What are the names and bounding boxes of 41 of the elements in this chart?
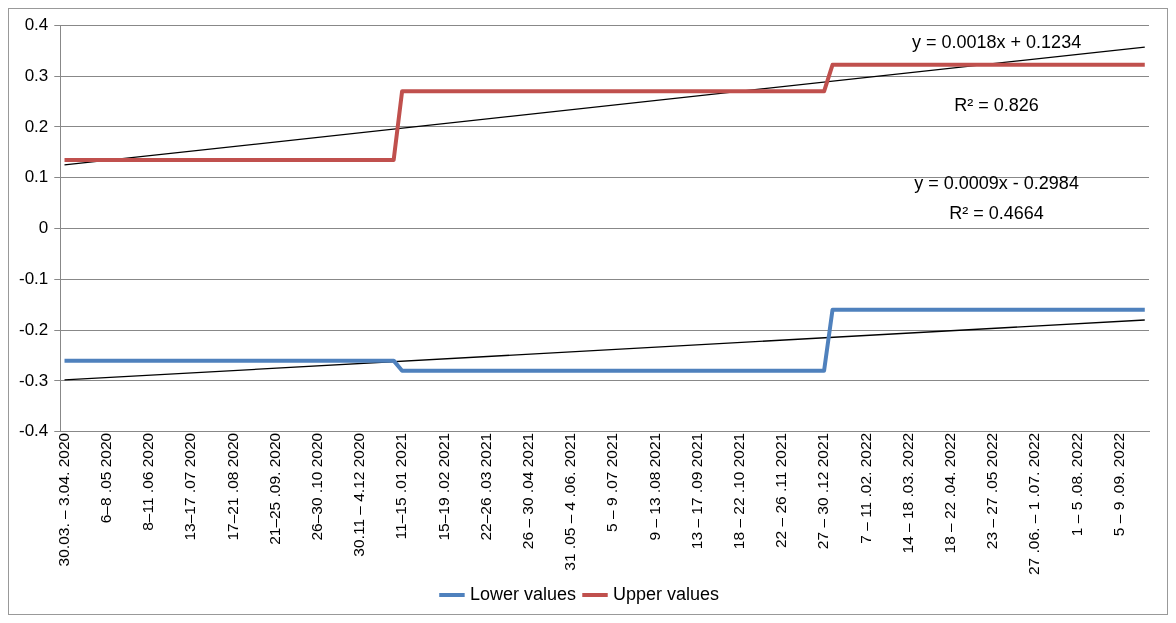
x-tick-label: 7 – 11 .02. 2022 <box>856 432 874 544</box>
y-tick-label: -0.3 <box>19 370 49 390</box>
x-tick-label: 31 .05 – 4 .06. 2021 <box>561 432 579 571</box>
y-tick-label: 0.4 <box>24 14 49 34</box>
x-tick-label: 27 – 30 .12 2021 <box>814 432 832 550</box>
y-tick-label: 0 <box>38 218 49 238</box>
x-tick-label: 18 – 22 .10 2021 <box>729 432 747 550</box>
legend-label: Upper values <box>613 583 720 604</box>
x-tick-label: 18 – 22 .04. 2022 <box>940 432 958 554</box>
y-tick-label: -0.4 <box>19 421 49 441</box>
x-tick-label: 11–15 .01 2021 <box>392 432 410 540</box>
x-tick-label: 21–25 .09. 2020 <box>265 432 283 545</box>
x-tick-label: 22–26 .03 2021 <box>476 432 494 541</box>
x-tick-label: 1 – 5 .08. 2022 <box>1067 432 1085 537</box>
x-tick-label: 13 – 17 .09 2021 <box>687 432 705 550</box>
x-tick-label: 6–8 .05 2020 <box>96 432 114 524</box>
x-tick-label: 13–17 .07 2020 <box>181 432 199 541</box>
x-tick-label: 5 – 9 .09. 2022 <box>1109 432 1127 537</box>
x-tick-label: 22 – 26 .11 2021 <box>772 432 790 549</box>
annotation: R² = 0.4664 <box>949 203 1044 224</box>
x-tick-label: 26 – 30 .04 2021 <box>518 432 536 550</box>
x-tick-label: 5 – 9 .07 2021 <box>603 432 621 532</box>
x-tick-label: 27 .06. – 1 .07. 2022 <box>1025 432 1043 575</box>
y-tick-label: 0.1 <box>24 167 49 187</box>
x-tick-label: 23 – 27 .05 2022 <box>983 432 1001 550</box>
x-tick-label: 15–19 .02 2021 <box>434 432 452 541</box>
x-tick-label: 26–30 .10 2020 <box>307 432 325 541</box>
annotation: y = 0.0018x + 0.1234 <box>912 32 1082 53</box>
y-tick-label: 0.2 <box>24 116 49 136</box>
x-tick-label: 17–21 .08 2020 <box>223 432 241 541</box>
y-tick-label: -0.1 <box>19 269 49 289</box>
x-tick-label: 14 – 18 .03. 2022 <box>898 432 916 554</box>
x-tick-label: 8–11 .06 2020 <box>139 432 157 531</box>
x-tick-label: 9 – 13 .08 2021 <box>645 432 663 541</box>
x-tick-label: 30.11 – 4.12 2020 <box>350 432 368 557</box>
x-tick-label: 30.03. – 3.04. 2020 <box>54 432 72 567</box>
y-tick-label: 0.3 <box>24 65 49 85</box>
annotation: y = 0.0009x - 0.2984 <box>914 172 1079 193</box>
legend-label: Lower values <box>469 583 576 604</box>
annotation: R² = 0.826 <box>954 95 1039 116</box>
y-tick-label: -0.2 <box>19 319 49 339</box>
